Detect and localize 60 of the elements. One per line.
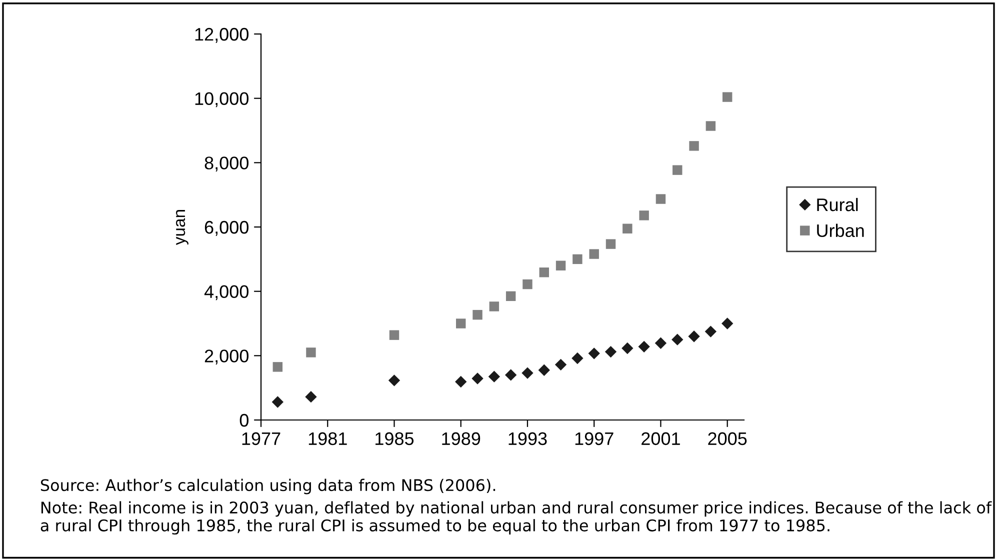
point	[472, 372, 484, 384]
point	[506, 291, 516, 302]
point	[455, 376, 467, 388]
point	[472, 310, 482, 320]
point	[554, 358, 567, 371]
point	[622, 342, 634, 354]
y-tick-label: 10,000	[195, 92, 248, 108]
x-tick-label: 1985	[376, 432, 414, 446]
point	[489, 302, 500, 312]
point	[272, 362, 283, 372]
y-axis-title: yuan	[176, 210, 188, 246]
point	[722, 92, 732, 102]
point	[556, 260, 566, 270]
point	[572, 254, 582, 264]
x-tick-label: 2005	[708, 432, 747, 446]
point	[722, 318, 734, 330]
point	[538, 364, 550, 376]
point	[389, 330, 400, 340]
x-tick-label: 1977	[242, 432, 280, 446]
y-tick-label: 0	[240, 414, 248, 427]
y-tick-label: 12,000	[195, 28, 248, 43]
point	[388, 374, 400, 386]
point	[589, 249, 599, 259]
point	[504, 369, 517, 381]
point	[672, 334, 684, 346]
point	[654, 337, 667, 349]
x-tick-label: 1993	[508, 432, 547, 446]
point	[522, 279, 532, 290]
point	[622, 224, 632, 234]
point	[572, 352, 584, 364]
point	[604, 346, 617, 358]
point	[606, 239, 616, 249]
point	[688, 330, 700, 342]
point	[704, 326, 717, 338]
point	[456, 318, 466, 328]
point	[488, 370, 500, 382]
point	[656, 194, 666, 204]
point	[639, 210, 649, 220]
point	[306, 348, 316, 358]
y-tick-label: 2,000	[204, 350, 248, 365]
x-tick-label: 1989	[442, 432, 480, 446]
point	[638, 340, 650, 353]
y-tick-label: 6,000	[204, 220, 248, 236]
point	[305, 390, 317, 403]
y-tick-label: 4,000	[204, 285, 248, 300]
y-tick-label: 8,000	[204, 156, 248, 172]
x-tick-label: 1997	[575, 432, 614, 446]
x-tick-label: 1981	[308, 432, 347, 446]
point	[588, 348, 600, 360]
point	[522, 367, 534, 379]
point	[689, 141, 699, 151]
text: Note: Real income is in 2003 yuan, deflated by national urban and rural consumer price indices. Because of the lack of a rural CPI through 1985, the rural CPI is assumed to be equal to the urban CPI from 1977 to 1985.	[40, 501, 992, 535]
legend-label: Rural	[817, 198, 858, 212]
x-tick-label: 2001	[642, 432, 680, 446]
point	[272, 396, 284, 408]
legend-label: Urban	[817, 224, 864, 238]
point	[706, 121, 716, 131]
source-note: Source: Author’s calculation using data from NBS (2006).	[40, 478, 496, 494]
point	[672, 165, 682, 175]
point	[539, 267, 549, 278]
